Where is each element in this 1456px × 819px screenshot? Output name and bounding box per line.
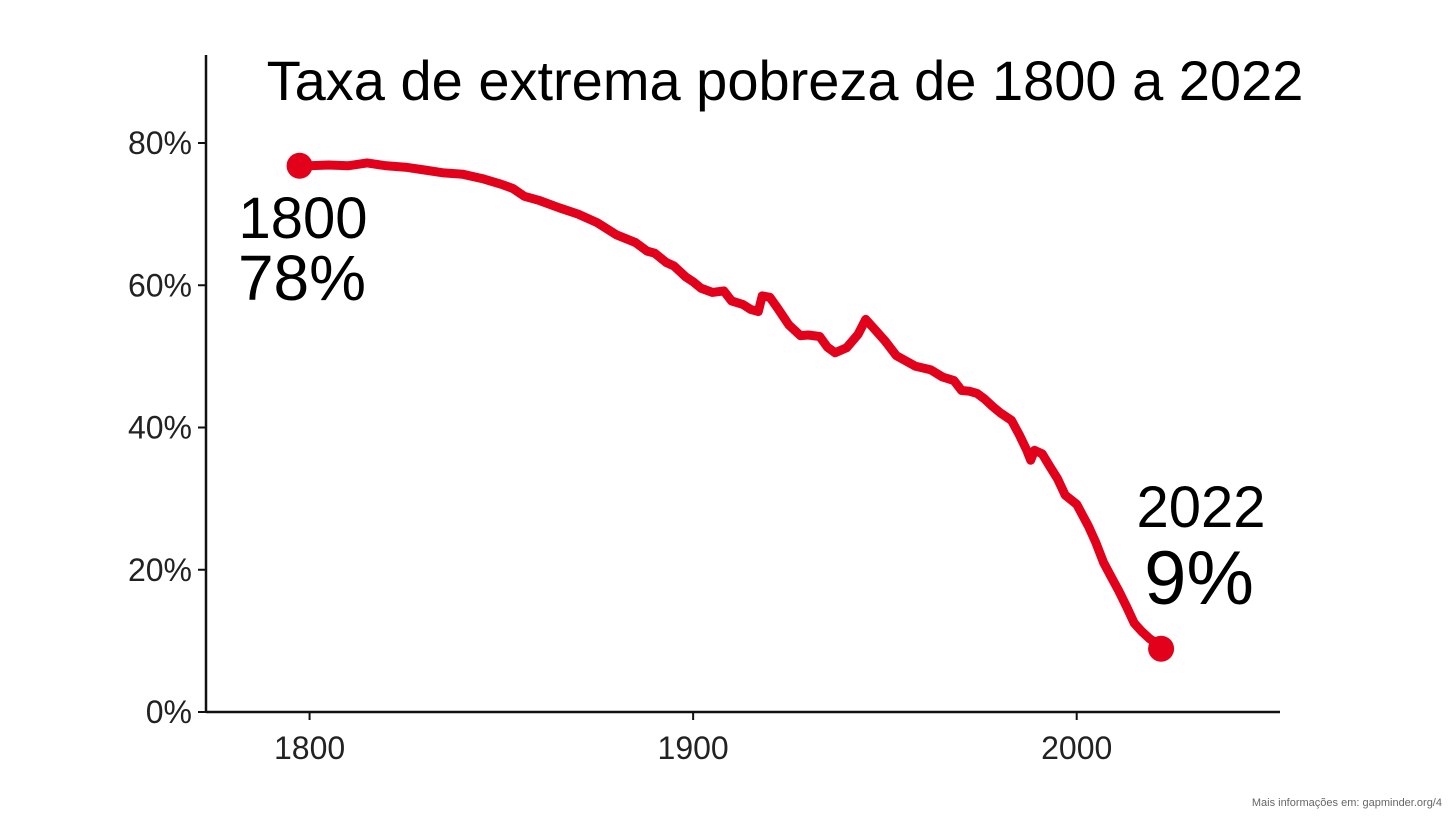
x-tick-label: 1800 <box>274 730 345 766</box>
annotation-start-value: 78% <box>238 242 366 314</box>
annotation-end-year: 2022 <box>1136 475 1265 540</box>
y-tick-label: 40% <box>128 410 192 446</box>
y-tick-label: 80% <box>128 125 192 161</box>
y-tick-label: 60% <box>128 267 192 303</box>
y-axis-ticks: 0% 20% 40% 60% 80% <box>128 125 206 730</box>
y-tick-label: 20% <box>128 552 192 588</box>
annotation-start-year: 1800 <box>238 186 367 251</box>
x-tick-label: 2000 <box>1041 730 1112 766</box>
x-axis-ticks: 1800 1900 2000 <box>274 712 1112 766</box>
annotation-end-value: 9% <box>1144 536 1254 621</box>
end-point-2022 <box>1148 635 1175 662</box>
chart-title: Taxa de extrema pobreza de 1800 a 2022 <box>267 49 1304 112</box>
y-tick-label: 0% <box>146 694 192 730</box>
x-tick-label: 1900 <box>658 730 729 766</box>
start-point-1800 <box>286 152 313 179</box>
poverty-rate-line <box>305 158 1166 654</box>
source-note: Mais informações em: gapminder.org/4 <box>1251 797 1442 809</box>
